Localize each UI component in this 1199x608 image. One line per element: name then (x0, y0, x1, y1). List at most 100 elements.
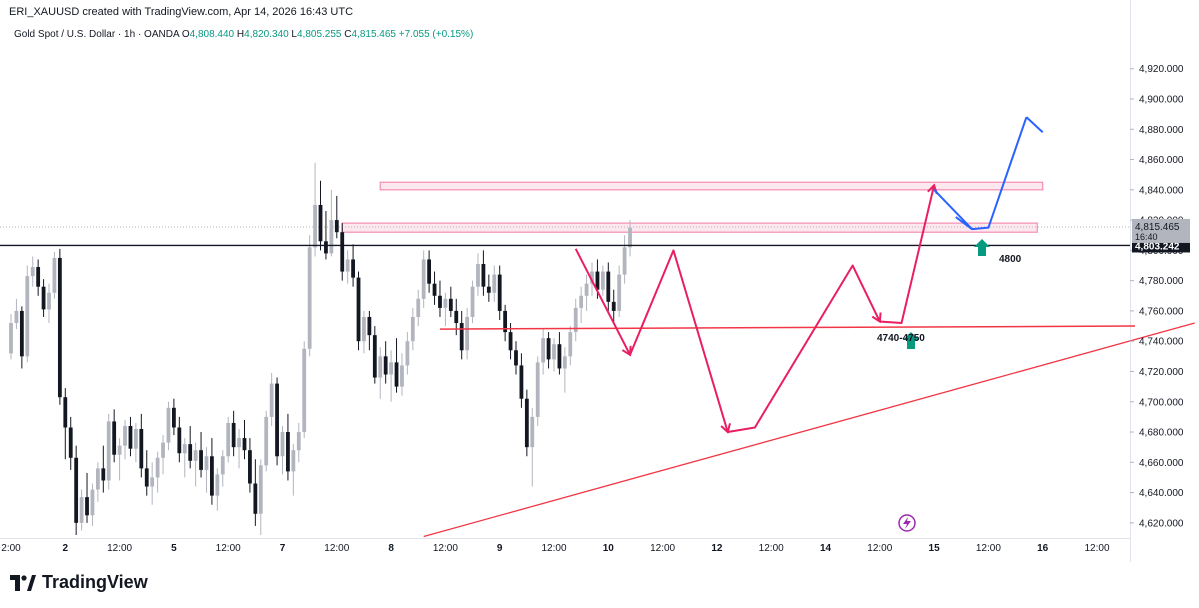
candle-body (220, 456, 225, 475)
chart-credit: ERI_XAUUSD created with TradingView.com,… (9, 6, 354, 18)
candle-body (405, 341, 410, 366)
chart-grid (0, 0, 1131, 562)
candles-layer (9, 162, 632, 535)
candle-body (421, 259, 426, 299)
candle-body (302, 348, 307, 433)
candle-body (324, 241, 328, 254)
candle-body (530, 416, 535, 448)
time-tick-label: 12:00 (1084, 543, 1109, 554)
candle-body (454, 310, 459, 324)
symbol-legend: Gold Spot / U.S. Dollar · 1h · OANDA O4,… (14, 29, 473, 40)
support-line (439, 325, 1136, 330)
candle-body (307, 247, 312, 349)
candle-body (432, 283, 437, 296)
candle-body (356, 277, 361, 342)
candle-body (30, 267, 35, 277)
candle-body (280, 432, 285, 457)
high-label: H (236, 29, 245, 40)
change-value: +7.055 (+0.15%) (398, 29, 474, 40)
candle-body (41, 286, 46, 310)
candle-body (535, 362, 540, 417)
candle-body (443, 298, 448, 308)
candle-body (36, 267, 41, 287)
last-price-tag (1132, 218, 1190, 243)
low-value: 4,805.255 (296, 29, 342, 40)
price-tick-label: 4,900.000 (1139, 94, 1184, 105)
time-tick-label: 8 (388, 543, 394, 554)
blue-arrow-tip (955, 216, 973, 230)
candle-body (128, 425, 133, 449)
time-axis[interactable]: 2:00 2 12:00 5 12:00 7 12:00 8 12:00 9 12:00 10 12:0… (1, 543, 1110, 554)
time-tick-label: 12:00 (650, 543, 675, 554)
candle-body (172, 407, 176, 428)
candle-body (611, 301, 616, 311)
candle-body (199, 450, 203, 470)
ascending-trendline (423, 322, 1195, 538)
candle-body (90, 489, 95, 516)
tradingview-logo-icon (10, 574, 36, 591)
time-tick-label: 10 (603, 543, 615, 554)
candle-body (188, 444, 193, 461)
candle-body (459, 323, 464, 351)
symbol-name[interactable]: Gold Spot / U.S. Dollar · 1h · OANDA (14, 29, 180, 40)
candle-body (628, 227, 632, 248)
price-tick-label: 4,720.000 (1139, 367, 1184, 378)
candle-body (394, 362, 399, 387)
time-tick-label: 9 (497, 543, 503, 554)
candle-body (275, 383, 279, 457)
candle-body (573, 307, 578, 333)
annotation-4740-4750: 4740-4750 (877, 333, 925, 344)
candle-body (182, 444, 187, 454)
candle-body (286, 432, 290, 472)
candle-body (334, 220, 339, 233)
candle-body (193, 450, 198, 461)
time-tick-label: 5 (171, 543, 177, 554)
candle-body (242, 438, 247, 451)
tradingview-brand[interactable]: TradingView (10, 572, 148, 593)
projected-path-pink (574, 185, 936, 434)
low-label: L (291, 29, 297, 40)
blue-arrow-tip (1025, 116, 1044, 134)
price-axis[interactable]: 4,620.000 4,640.000 4,660.000 4,680.000 4,70… (1130, 64, 1190, 529)
candle-body (367, 316, 372, 336)
candle-body (248, 450, 252, 484)
candle-body (144, 468, 149, 487)
candle-body (606, 271, 611, 302)
candle-body (215, 474, 220, 496)
open-value: 4,808.440 (189, 29, 235, 40)
candle-body (508, 332, 513, 351)
time-tick-label: 12:00 (216, 543, 241, 554)
countdown-label: 16:40 (1135, 232, 1158, 242)
candle-body (296, 432, 301, 451)
candle-body (318, 204, 323, 242)
candle-body (546, 338, 551, 360)
candle-body (57, 257, 62, 398)
candle-body (329, 220, 334, 254)
candle-body (112, 421, 117, 455)
pink-arrow-head (871, 312, 882, 324)
time-tick-label: 2 (63, 543, 69, 554)
candle-body (600, 271, 605, 290)
candle-body (617, 274, 622, 311)
candle-body (210, 456, 214, 496)
time-tick-label: 12:00 (867, 543, 892, 554)
candle-body (400, 365, 404, 387)
candle-body (568, 332, 573, 357)
lightning-glyph-icon (903, 517, 911, 529)
candle-body (155, 457, 160, 478)
candle-body (74, 457, 79, 523)
time-tick-label: 14 (820, 543, 832, 554)
candle-body (177, 427, 182, 454)
open-label: O (181, 29, 190, 40)
time-tick-label: 12 (711, 543, 723, 554)
candle-body (416, 298, 421, 317)
candle-body (383, 356, 388, 375)
up-arrow-icon (903, 332, 919, 349)
candle-body (117, 445, 122, 455)
time-tick-label: 12:00 (324, 543, 349, 554)
candle-body (106, 421, 111, 481)
candle-body (161, 442, 165, 458)
price-tick-label: 4,840.000 (1139, 185, 1184, 196)
candle-body (63, 397, 68, 428)
